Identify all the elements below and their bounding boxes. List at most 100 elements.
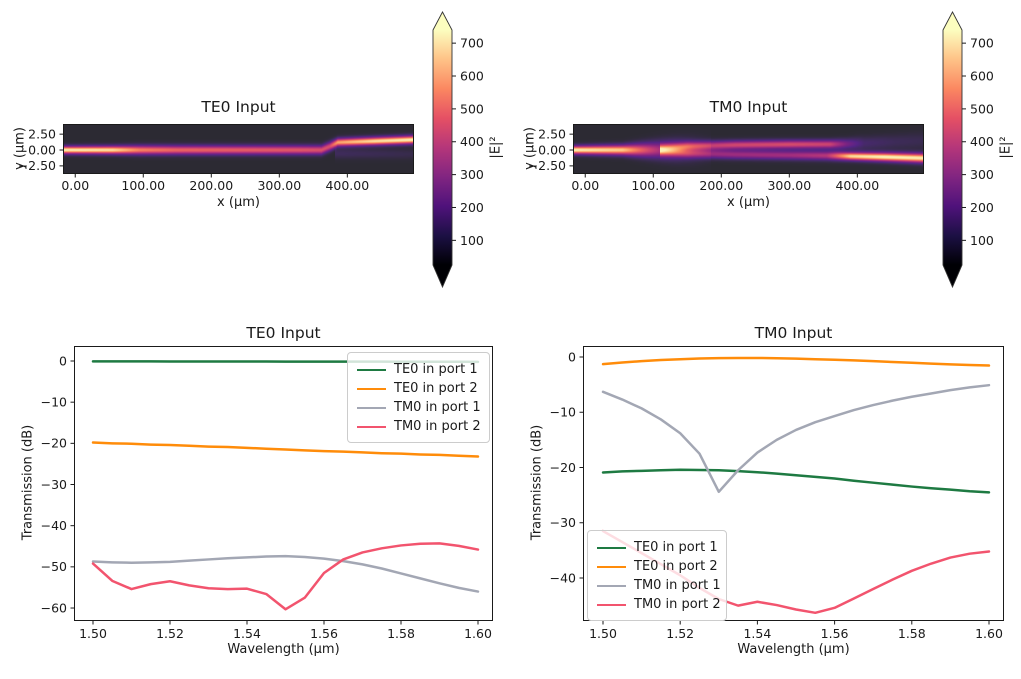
- colorbar-tick-label: 500: [970, 101, 994, 116]
- x-tick-label: 1.54: [233, 626, 261, 641]
- y-tick-label: −2.50: [18, 158, 56, 173]
- x-tick-label: 1.60: [975, 626, 1003, 641]
- series-line-te0-in-port-2: [91, 441, 480, 458]
- y-tick-label: −40: [41, 518, 67, 533]
- legend-label: TE0 in port 1: [634, 540, 718, 555]
- colorbar-tick-label: 300: [460, 167, 484, 182]
- line-chart-axes: 1.50 1.52 1.54 1.56 1.58 1.60 0 −10 −20 −30 −40: [550, 346, 1004, 641]
- legend-swatch: [597, 584, 626, 587]
- x-tick-label: 1.58: [387, 626, 415, 641]
- series-line-te0-in-port-1: [601, 468, 991, 494]
- legend-item: TM0 in port 1: [597, 576, 721, 595]
- heatmap-axes: 0.00 100.00 200.00 300.00 400.002.500.00−2.5…: [528, 124, 924, 193]
- x-tick-label: 1.56: [310, 626, 338, 641]
- heatmap-te0-xlabel: x (µm): [217, 195, 260, 210]
- colorbar-bar: [432, 11, 453, 289]
- heatmap-te0-title: TE0 Input: [201, 98, 276, 116]
- legend: TE0 in port 1 TE0 in port 2 TM0 in port 1 T…: [587, 530, 727, 621]
- colorbar-tick-label: 600: [460, 69, 484, 84]
- legend-label: TE0 in port 1: [394, 362, 478, 377]
- heatmap-tm0-title: TM0 Input: [709, 98, 788, 116]
- series-line-tm0-in-port-2: [91, 542, 480, 611]
- y-tick-label: −30: [550, 515, 576, 530]
- colorbar-tick-label: 500: [460, 101, 484, 116]
- colorbar: 100 200 300 400 500 600 700: [942, 11, 994, 289]
- x-tick-label: 1.52: [666, 626, 694, 641]
- colorbar-tick-label: 200: [970, 200, 994, 215]
- line-chart-te0-xlabel: Wavelength (µm): [227, 642, 340, 657]
- y-tick-label: −20: [550, 460, 576, 475]
- colorbar-bar: [942, 11, 963, 289]
- legend-item: TE0 in port 2: [357, 379, 480, 398]
- colorbar-tick-label: 600: [970, 69, 994, 84]
- x-tick-label: 300.00: [257, 178, 301, 193]
- legend-label: TM0 in port 1: [394, 400, 481, 415]
- x-tick-label: 0.00: [571, 178, 599, 193]
- heatmap-border: [63, 124, 414, 174]
- line-chart-te0-title: TE0 Input: [246, 324, 321, 342]
- legend-swatch: [357, 406, 386, 409]
- plot-border: [74, 346, 493, 621]
- legend-item: TM0 in port 1: [357, 398, 481, 417]
- colorbar: 100 200 300 400 500 600 700: [432, 11, 484, 289]
- y-tick-label: −50: [41, 559, 67, 574]
- series-line-tm0-in-port-1: [601, 383, 991, 494]
- colorbar-tick-label: 100: [970, 233, 994, 248]
- y-tick-label: −30: [41, 477, 67, 492]
- legend-swatch: [597, 546, 626, 549]
- colorbar-tick-label: 400: [970, 134, 994, 149]
- legend-label: TM0 in port 2: [634, 597, 721, 612]
- line-chart-te0-ylabel: Transmission (dB): [20, 424, 36, 541]
- y-tick-label: −10: [41, 394, 67, 409]
- y-tick-label: 0.00: [28, 142, 56, 157]
- x-tick-label: 1.50: [79, 626, 107, 641]
- legend-item: TE0 in port 1: [597, 538, 718, 557]
- x-tick-label: 1.58: [898, 626, 926, 641]
- x-tick-label: 0.00: [61, 178, 89, 193]
- line-chart-tm0-title: TM0 Input: [754, 324, 833, 342]
- heatmap-axes: 0.00 100.00 200.00 300.00 400.002.500.00−2.5…: [18, 124, 414, 193]
- heatmap-border: [573, 124, 924, 174]
- x-tick-label: 1.60: [464, 626, 492, 641]
- legend-swatch: [357, 368, 386, 371]
- x-tick-label: 100.00: [631, 178, 675, 193]
- heatmap-image-te0-input: [63, 124, 414, 174]
- x-tick-label: 400.00: [835, 178, 879, 193]
- colorbar-tick-label: 100: [460, 233, 484, 248]
- legend-swatch: [357, 387, 386, 390]
- legend-swatch: [357, 425, 386, 428]
- colorbar-tick-label: 700: [970, 36, 994, 51]
- legend-item: TE0 in port 2: [597, 557, 718, 576]
- legend-item: TE0 in port 1: [357, 360, 480, 379]
- y-tick-label: −60: [41, 600, 67, 615]
- x-tick-label: 1.50: [589, 626, 617, 641]
- legend-swatch: [597, 565, 626, 568]
- series-line-tm0-in-port-1: [91, 554, 480, 593]
- x-tick-label: 100.00: [121, 178, 165, 193]
- y-tick-label: 0: [568, 349, 576, 364]
- x-tick-label: 300.00: [767, 178, 811, 193]
- heatmap-image-tm0-input: [573, 124, 924, 174]
- series-line-te0-in-port-2: [601, 356, 991, 367]
- colorbar-tick-label: 400: [460, 134, 484, 149]
- y-tick-label: −2.50: [528, 158, 566, 173]
- legend-label: TM0 in port 2: [394, 419, 481, 434]
- legend-label: TE0 in port 2: [394, 381, 478, 396]
- y-tick-label: 2.50: [28, 126, 56, 141]
- colorbar-tick-label: 700: [460, 36, 484, 51]
- legend-label: TE0 in port 2: [634, 559, 718, 574]
- y-tick-label: 2.50: [538, 126, 566, 141]
- legend: TE0 in port 1 TE0 in port 2 TM0 in port 1 T…: [347, 352, 490, 443]
- line-chart-tm0-ylabel: Transmission (dB): [529, 424, 545, 541]
- x-tick-label: 1.52: [156, 626, 184, 641]
- legend-item: TM0 in port 2: [597, 595, 721, 614]
- x-tick-label: 1.56: [821, 626, 849, 641]
- colorbar-tick-label: 300: [970, 167, 994, 182]
- x-tick-label: 200.00: [699, 178, 743, 193]
- y-tick-label: −10: [550, 405, 576, 420]
- line-chart-tm0-xlabel: Wavelength (µm): [737, 642, 850, 657]
- heatmap-tm0-xlabel: x (µm): [727, 195, 770, 210]
- legend-label: TM0 in port 1: [634, 578, 721, 593]
- x-tick-label: 200.00: [189, 178, 233, 193]
